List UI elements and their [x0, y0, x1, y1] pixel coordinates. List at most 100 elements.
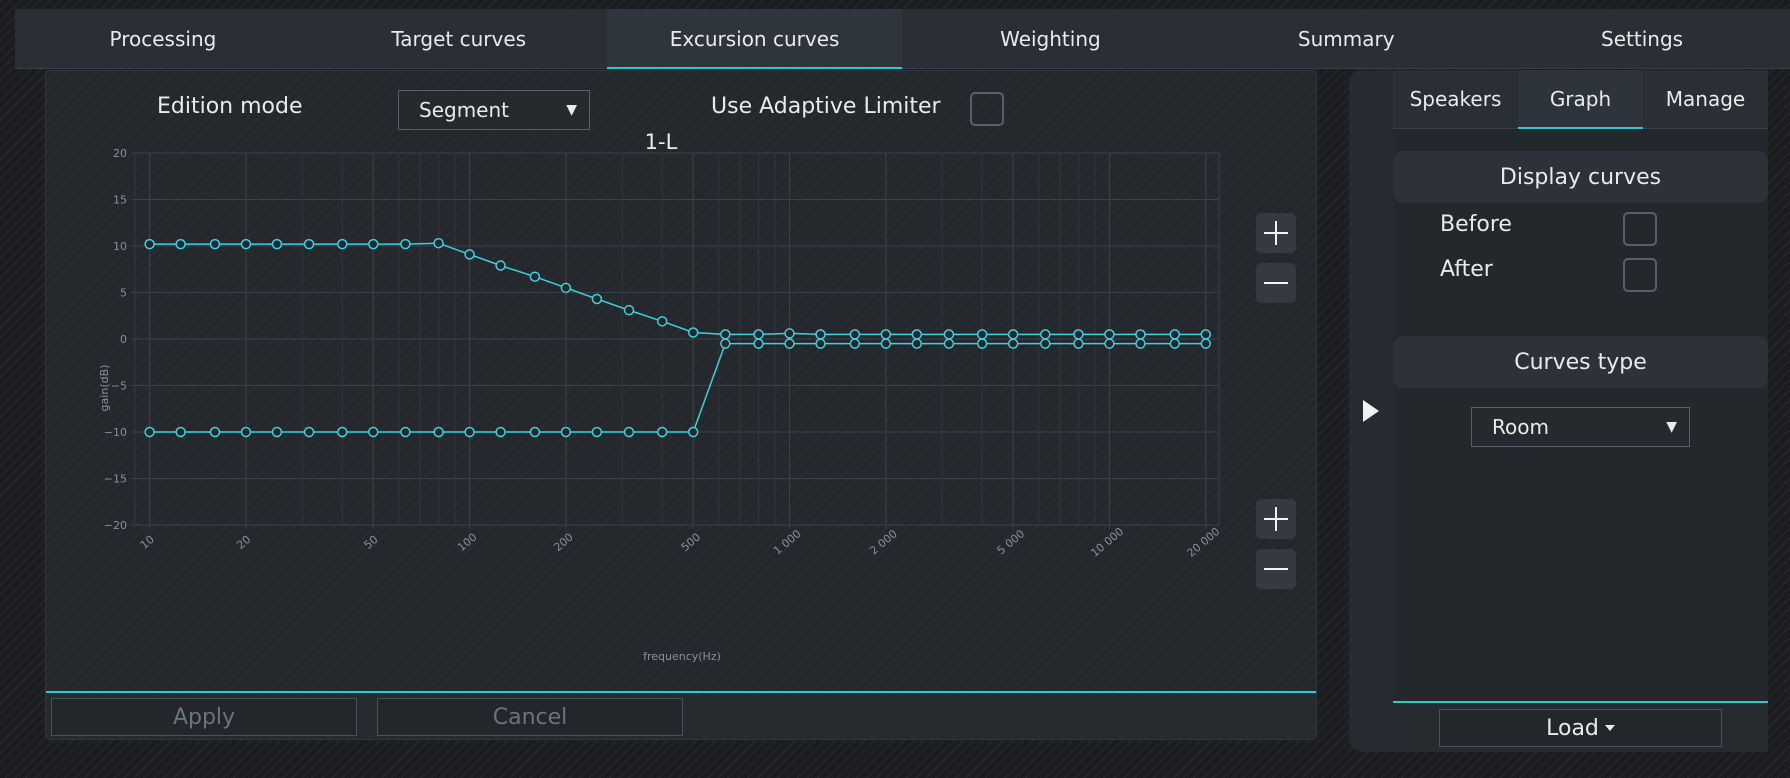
series-2-point	[1200, 338, 1212, 349]
series-1-point	[943, 329, 955, 340]
series-1-point	[529, 271, 541, 282]
edition-mode-label: Edition mode	[157, 94, 303, 119]
curve-editor-panel: Edition mode Segment ▼ Use Adaptive Limi…	[45, 70, 1317, 740]
series-2-point	[591, 426, 603, 438]
y-tick-label: −20	[104, 519, 127, 532]
series-1-point	[1104, 329, 1115, 340]
tab-speakers[interactable]: Speakers	[1409, 87, 1502, 111]
series-2-point	[1073, 338, 1084, 349]
series-1-point	[1135, 329, 1146, 340]
play-right-icon	[1363, 400, 1379, 422]
x-tick-label: 200	[551, 531, 575, 554]
series-1-point	[1200, 329, 1212, 340]
adaptive-limiter-checkbox[interactable]	[970, 92, 1004, 126]
edition-mode-value: Segment	[419, 98, 509, 122]
zoom-out-upper-button[interactable]	[1256, 263, 1296, 303]
curves-type-select[interactable]: Room ▼	[1471, 407, 1690, 447]
series-1-point	[337, 238, 348, 250]
series-2-point	[144, 426, 155, 438]
series-1-point	[623, 304, 635, 316]
tab-excursion-curves[interactable]: Excursion curves	[606, 9, 903, 69]
series-2-point	[720, 338, 731, 349]
series-2-point	[400, 426, 411, 438]
caret-down-icon	[1604, 725, 1615, 731]
series-2-point	[1007, 338, 1019, 349]
side-panel: Speakers Graph Manage Display curves Bef…	[1393, 70, 1768, 752]
x-axis-tick-labels: 10 20 50 100 200 500 1 000 2 000 5 000 10 000 20 0…	[138, 525, 1223, 560]
x-tick-label: 20 000	[1185, 525, 1223, 560]
side-action-bar: Load	[1393, 701, 1768, 752]
x-tick-label: 10	[138, 533, 157, 552]
series-1-point	[144, 238, 155, 250]
load-button[interactable]: Load	[1439, 709, 1722, 747]
minus-icon	[1264, 568, 1288, 570]
x-tick-label: 100	[455, 531, 479, 554]
series-1-point	[656, 316, 668, 327]
zoom-in-lower-button[interactable]	[1256, 499, 1296, 539]
series-2-line	[149, 342, 1206, 433]
series-2-point	[1169, 338, 1181, 349]
y-tick-label: 15	[113, 194, 127, 207]
series-2-point	[976, 338, 988, 349]
series-2-point	[464, 426, 475, 438]
top-tab-bar: Processing Target curves Excursion curve…	[15, 9, 1790, 69]
series-1-point	[1169, 329, 1181, 340]
zoom-in-upper-button[interactable]	[1256, 213, 1296, 253]
series-1-point	[209, 238, 221, 250]
curves-type-value: Room	[1492, 415, 1549, 439]
tab-settings[interactable]: Settings	[1601, 26, 1684, 51]
series-1-point	[784, 328, 795, 339]
y-tick-label: 0	[120, 333, 127, 346]
series-2-point	[303, 426, 315, 438]
series-2-point	[495, 426, 506, 438]
series-2-point	[271, 426, 283, 438]
series-1-point	[495, 260, 506, 271]
curves-type-header: Curves type	[1393, 336, 1768, 388]
before-checkbox[interactable]	[1623, 212, 1657, 246]
series-2-point	[337, 426, 348, 438]
y-tick-label: 5	[120, 287, 127, 300]
series-2-point	[656, 426, 668, 438]
series-1-point	[687, 327, 699, 338]
tab-summary[interactable]: Summary	[1297, 26, 1395, 51]
edition-mode-select[interactable]: Segment ▼	[398, 90, 590, 130]
y-tick-label: −10	[104, 426, 127, 439]
series-1-point	[976, 329, 988, 340]
plus-icon-vertical	[1275, 221, 1277, 245]
x-tick-label: 50	[361, 533, 380, 552]
series-2-point	[1135, 338, 1146, 349]
tab-processing[interactable]: Processing	[109, 26, 217, 51]
series-2-point	[943, 338, 955, 349]
zoom-out-lower-button[interactable]	[1256, 549, 1296, 589]
series-1-point	[271, 238, 283, 250]
tab-graph[interactable]: Graph	[1518, 70, 1643, 129]
apply-button[interactable]: Apply	[51, 698, 357, 736]
tab-weighting[interactable]: Weighting	[1000, 26, 1101, 51]
chart-series-layer	[144, 237, 1212, 438]
series-1-point	[911, 329, 923, 340]
triangle-down-icon: ▼	[566, 102, 577, 118]
series-1-point	[1007, 329, 1019, 340]
cancel-button[interactable]: Cancel	[377, 698, 683, 736]
x-tick-label: 500	[679, 531, 703, 554]
x-tick-label: 10 000	[1088, 525, 1126, 560]
tab-manage[interactable]: Manage	[1665, 87, 1746, 111]
series-2-point	[433, 426, 444, 438]
tab-target-curves[interactable]: Target curves	[391, 26, 527, 51]
series-1-point	[560, 282, 572, 294]
series-2-point	[753, 338, 764, 349]
triangle-down-icon: ▼	[1666, 419, 1677, 435]
side-panel-toggle[interactable]	[1349, 70, 1393, 752]
series-2-point	[815, 338, 826, 349]
series-1-point	[1039, 329, 1051, 340]
display-curves-header: Display curves	[1393, 151, 1768, 203]
series-1-point	[433, 237, 444, 249]
after-checkbox[interactable]	[1623, 258, 1657, 292]
series-1-point	[175, 238, 186, 250]
series-1-point	[303, 238, 315, 250]
y-axis-tick-labels: 20 15 10 5 0 −5 −10 −15 −20	[104, 147, 127, 532]
plus-icon-vertical	[1275, 507, 1277, 531]
after-label: After	[1440, 257, 1493, 282]
series-1-point	[849, 329, 861, 340]
